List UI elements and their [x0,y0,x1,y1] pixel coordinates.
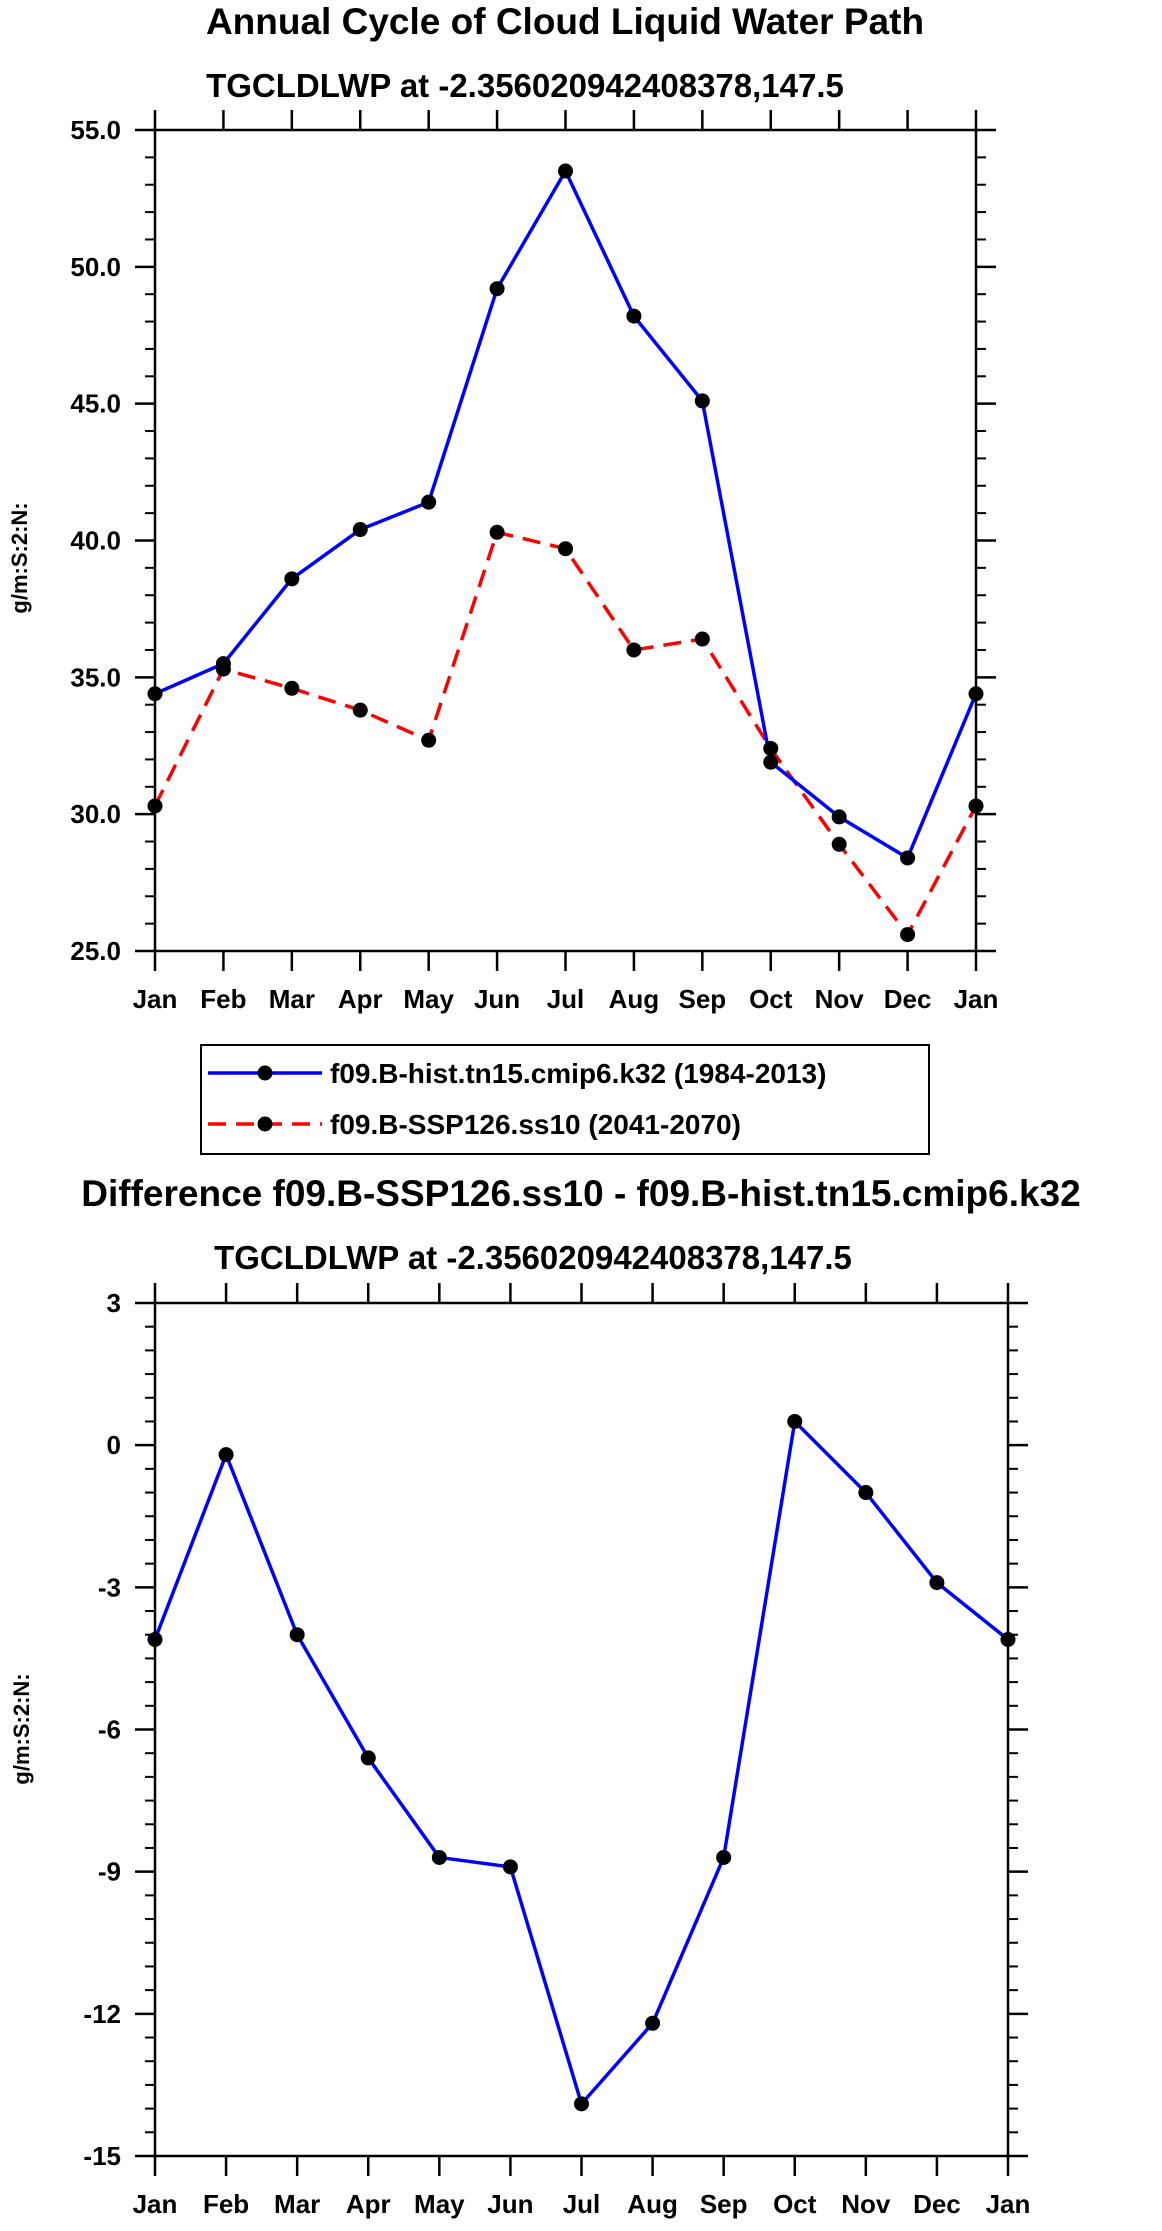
chart1-xtick-label: Jun [474,984,520,1014]
chart2-series-0-point [218,1447,234,1463]
legend-marker-ssp [257,1116,273,1132]
chart2-ytick-label: -3 [98,1572,121,1602]
chart2-xtick-label: Jan [133,2189,178,2219]
chart1-series-0-point [763,754,779,770]
chart1-series-1-point [284,680,300,696]
chart1-xtick-label: Dec [884,984,932,1014]
chart1-ytick-label: 30.0 [70,799,121,829]
chart1-plot-area: 25.0 30.0 35.0 40.0 45.0 50.0 55.0 Jan Feb Mar Apr… [70,110,998,1014]
chart1-ytick-label: 25.0 [70,936,121,966]
chart1-xtick-label: Jan [133,984,178,1014]
chart1-series-0-point [626,308,642,324]
chart1-series-1-point [763,740,779,756]
chart1-xtick-label: Nov [815,984,865,1014]
chart1-ytick-label: 35.0 [70,662,121,692]
chart1-series-1-point [626,642,642,658]
chart1-series-0-point [968,686,984,702]
chart2-frame [153,1301,1010,2158]
chart2-xtick-label: Jan [986,2189,1031,2219]
chart1-title: Annual Cycle of Cloud Liquid Water Path [206,1,924,42]
chart1-ytick-label: 50.0 [70,252,121,282]
chart1-frame [153,128,978,953]
chart2-series-0-point [787,1413,803,1429]
chart1-xtick-label: May [403,984,454,1014]
chart1-series-0-point [489,281,505,297]
chart2-series-0-point [360,1750,376,1766]
chart1-ytick-label: 40.0 [70,526,121,556]
chart1-series-0-point [900,850,916,866]
chart1-series-0-point [215,656,231,672]
chart2-plot-area: -15 -12 -9 -6 -3 0 3 Jan Feb Mar Apr May Jun Jul Aug Se… [83,1283,1030,2219]
chart1-series-1-point [968,798,984,814]
chart2-xtick-label: Apr [346,2189,391,2219]
chart2-xtick-label: Jun [487,2189,533,2219]
chart1-xtick-label: Oct [749,984,793,1014]
legend-marker-hist [257,1065,273,1081]
chart1-series-0-point [284,571,300,587]
chart2-series-0-line [153,1419,1010,2106]
chart1-series-0-point [558,163,573,179]
chart1-xtick-label: Mar [269,984,315,1014]
chart1-ylabel: g/m:S:2:N: [7,502,32,613]
chart2-title: Difference f09.B-SSP126.ss10 - f09.B-his… [81,1173,1080,1214]
chart1-series-0-point [694,393,710,409]
chart1-series-0-point [352,522,368,538]
chart1-series-1-point [558,541,573,557]
chart1-series-1-point [147,798,163,814]
chart1-subtitle: TGCLDLWP at -2.356020942408378,147.5 [206,67,844,104]
chart1-xtick-label: Feb [200,984,246,1014]
chart2-series-0-point [858,1485,874,1501]
chart1-legend: f09.B-hist.tn15.cmip6.k32 (1984-2013) f0… [200,1044,930,1155]
chart1-xtick-label: Apr [338,984,383,1014]
chart1-series-1-point [489,524,505,540]
chart1-series-0-point [421,494,437,510]
chart2-xtick-label: Dec [913,2189,961,2219]
chart2-xtick-label: May [414,2189,465,2219]
chart2-series-0-point [929,1575,945,1591]
chart1-series-1-line [153,530,978,937]
chart2-series-0-point [502,1859,518,1875]
chart1-series-1-point [900,927,916,943]
chart1-xtick-label: Aug [609,984,660,1014]
chart2-xtick-label: Nov [841,2189,891,2219]
chart1-ytick-label: 45.0 [70,389,121,419]
chart2-ytick-label: 0 [107,1430,121,1460]
chart2-ylabel: g/m:S:2:N: [9,1673,34,1784]
chart2-xtick-label: Feb [203,2189,249,2219]
chart2-xtick-label: Oct [773,2189,817,2219]
chart2-ytick-label: -9 [98,1857,121,1887]
chart2-ytick-label: -6 [98,1715,121,1745]
chart2-series-0-point [645,2015,661,2031]
chart2-ytick-label: -15 [83,2141,121,2171]
legend-box [200,1044,930,1155]
chart1-series-1-point [421,732,437,748]
chart2-series-0-point [431,1849,447,1865]
chart1-series-0-point [831,809,847,825]
legend-label-ssp: f09.B-SSP126.ss10 (2041-2070) [330,1109,741,1140]
chart2-xtick-label: Aug [627,2189,678,2219]
chart1-xtick-label: Jul [547,984,585,1014]
chart2-xtick-label: Jul [563,2189,601,2219]
chart2-subtitle: TGCLDLWP at -2.356020942408378,147.5 [214,1239,852,1276]
chart2-series-0-point [289,1627,305,1643]
chart2-series-0-point [716,1849,732,1865]
chart1-ytick-label: 55.0 [70,115,121,145]
chart2-series-0-point [1000,1631,1016,1647]
chart2-xtick-label: Sep [700,2189,748,2219]
chart1-series-0-line [154,169,978,860]
chart2-ytick-label: 3 [107,1288,121,1318]
chart1-series-1-point [352,702,368,718]
chart2-xtick-label: Mar [274,2189,320,2219]
chart1-xtick-label: Sep [678,984,726,1014]
chart2-series-0-point [574,2096,589,2112]
chart2-series-0-point [147,1631,163,1647]
chart1-series-1-point [694,631,710,647]
legend-label-hist: f09.B-hist.tn15.cmip6.k32 (1984-2013) [330,1058,826,1089]
chart1-series-0-point [147,686,163,702]
chart1-series-1-point [831,836,847,852]
chart2-ytick-label: -12 [83,1999,121,2029]
chart1-xtick-label: Jan [954,984,999,1014]
